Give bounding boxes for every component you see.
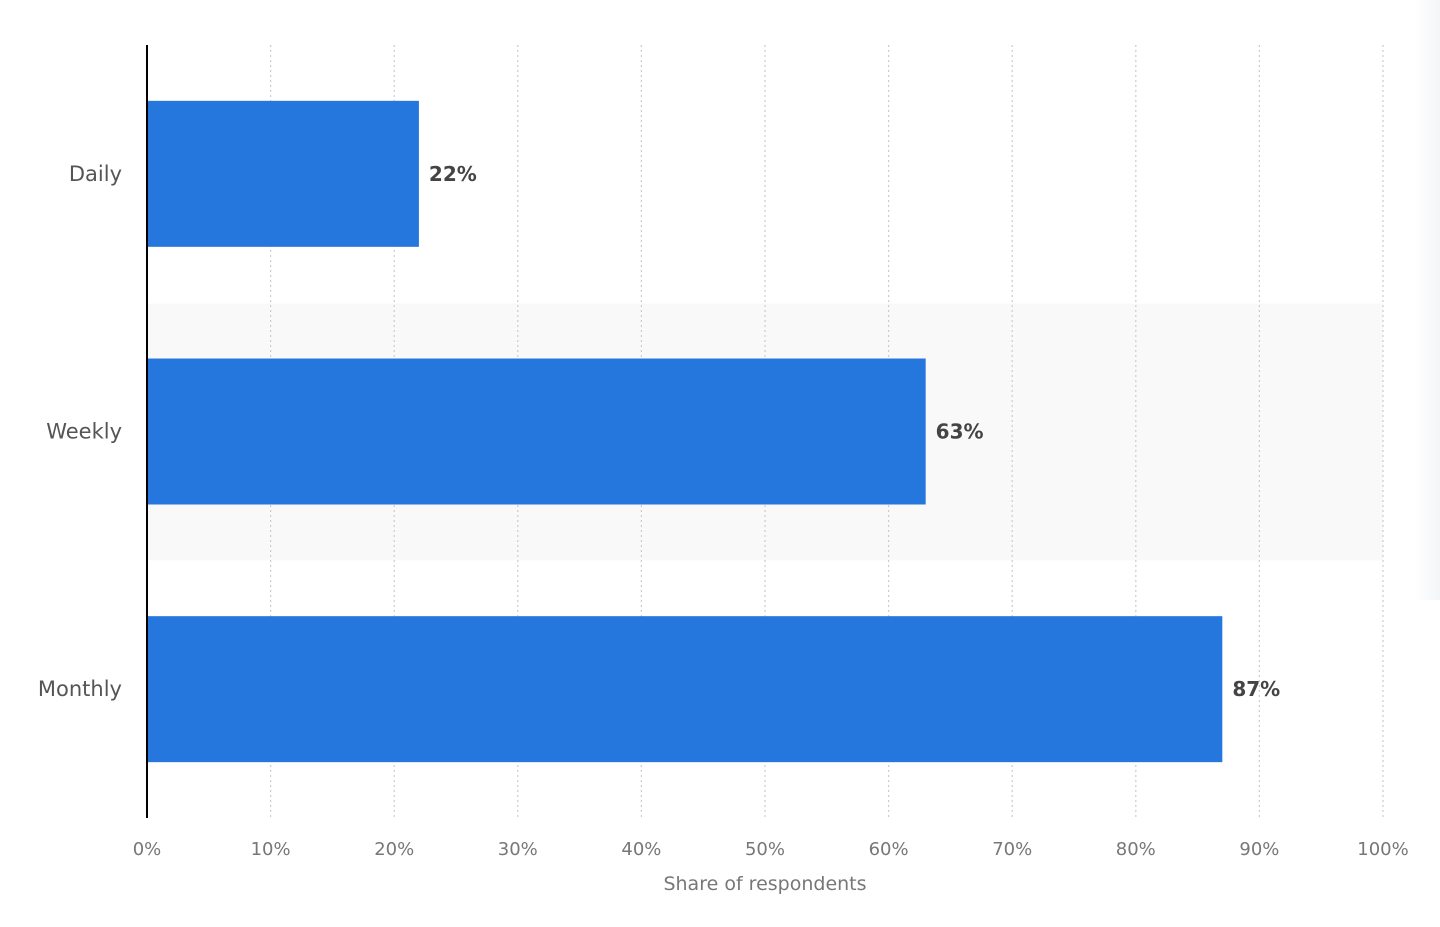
right-edge-shadow: [1416, 0, 1440, 600]
bar-monthly[interactable]: [147, 616, 1223, 763]
bar-daily[interactable]: [147, 100, 419, 247]
bar-weekly[interactable]: [147, 358, 926, 505]
category-label: Monthly: [38, 677, 122, 701]
x-tick-label: 70%: [992, 839, 1032, 860]
x-tick-labels: 0% 10% 20% 30% 40% 50% 60% 70% 80% 90% 100%: [133, 839, 1409, 860]
value-labels: 22% 63% 87%: [429, 162, 1280, 701]
x-tick-label: 90%: [1239, 839, 1279, 860]
x-tick-label: 50%: [745, 839, 785, 860]
category-labels: Daily Weekly Monthly: [38, 162, 122, 701]
value-label: 87%: [1232, 677, 1280, 701]
x-tick-label: 100%: [1357, 839, 1408, 860]
category-label: Daily: [69, 162, 122, 186]
x-tick-label: 10%: [251, 839, 291, 860]
value-label: 63%: [936, 420, 984, 444]
value-label: 22%: [429, 162, 477, 186]
x-tick-label: 40%: [621, 839, 661, 860]
x-tick-label: 30%: [498, 839, 538, 860]
x-tick-label: 20%: [374, 839, 414, 860]
category-label: Weekly: [46, 420, 122, 444]
x-tick-label: 80%: [1116, 839, 1156, 860]
x-tick-label: 0%: [133, 839, 162, 860]
x-axis-title: Share of respondents: [663, 873, 866, 895]
bars: [147, 100, 1223, 763]
x-tick-label: 60%: [869, 839, 909, 860]
